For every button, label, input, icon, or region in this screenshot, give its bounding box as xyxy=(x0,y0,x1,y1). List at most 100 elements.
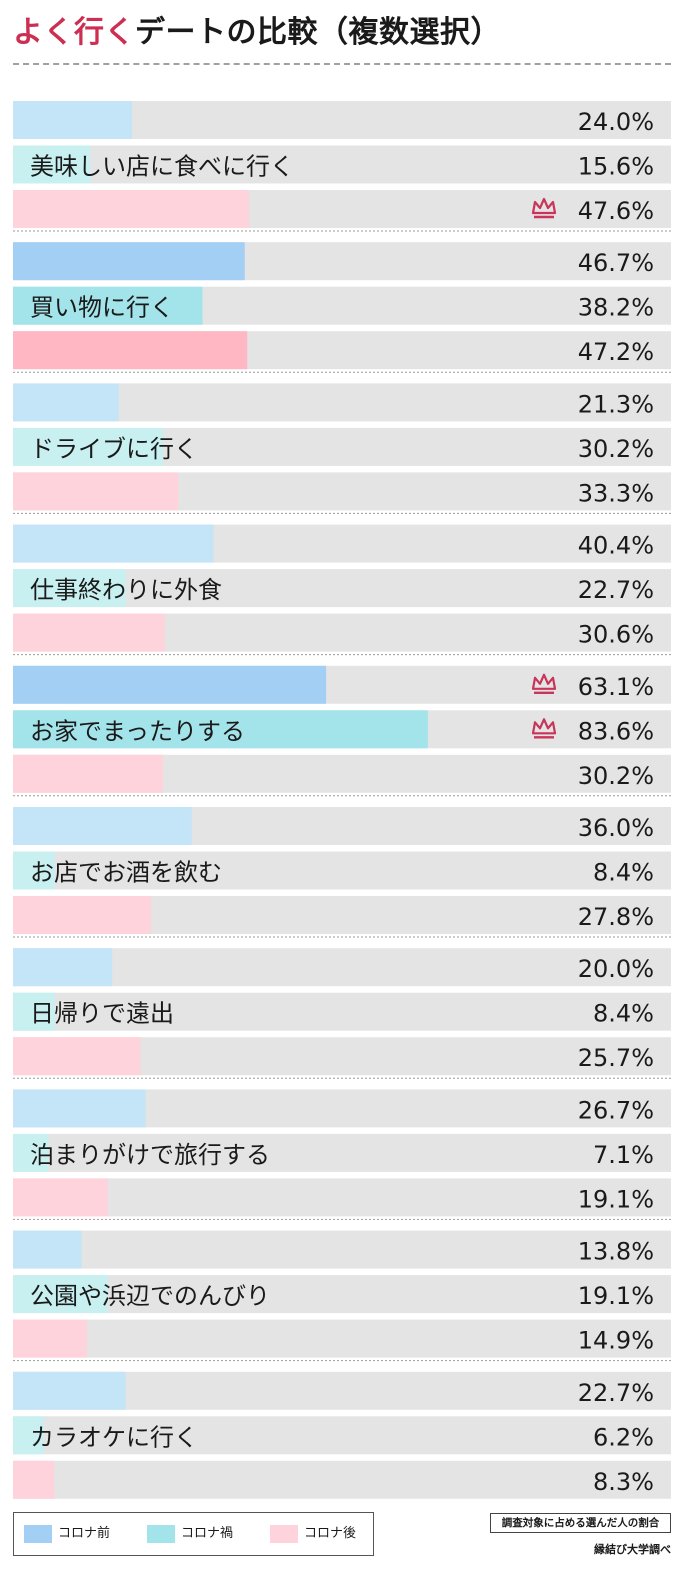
value-label: 33.3% xyxy=(578,479,654,507)
bar-before-5 xyxy=(13,665,327,704)
value-label: 22.7% xyxy=(578,1379,654,1407)
bar-before-9 xyxy=(13,1230,82,1269)
bar-after-9 xyxy=(13,1319,87,1358)
category-label: ドライブに行く xyxy=(30,435,198,463)
bar-track xyxy=(13,1178,671,1217)
legend-label-after: コロナ後 xyxy=(304,1526,357,1541)
crown-icon xyxy=(531,673,557,694)
category-label: お店でお酒を飲む xyxy=(30,859,222,887)
value-label: 30.2% xyxy=(578,762,654,790)
category-label: 美味しい店に食べに行く xyxy=(30,153,294,181)
legend-label-before: コロナ前 xyxy=(58,1526,111,1541)
bar-during-4 xyxy=(13,569,126,608)
bar-before-2 xyxy=(13,242,245,281)
source-credit: 縁結び大学調べ xyxy=(594,1543,671,1556)
bar-after-1 xyxy=(13,190,250,228)
category-label: 日帰りで遠出 xyxy=(30,1000,174,1028)
bar-track xyxy=(13,948,671,987)
value-label: 21.3% xyxy=(578,390,654,418)
legend-item-before: コロナ前 xyxy=(24,1525,110,1543)
bar-during-5 xyxy=(13,710,428,749)
crown-icon xyxy=(531,718,557,739)
bar-during-6 xyxy=(13,851,55,890)
value-label: 13.8% xyxy=(578,1238,654,1266)
legend-item-after: コロナ後 xyxy=(270,1525,356,1543)
value-label: 47.2% xyxy=(578,338,654,366)
value-label: 24.0% xyxy=(578,108,654,136)
bar-before-8 xyxy=(13,1089,146,1128)
category-label: お家でまったりする xyxy=(30,717,245,745)
bar-before-4 xyxy=(13,524,214,563)
bar-before-6 xyxy=(13,807,192,845)
value-label: 6.2% xyxy=(593,1423,654,1451)
bar-during-9 xyxy=(13,1275,108,1314)
chart-title: よく行くデートの比較（複数選択） xyxy=(13,8,501,58)
value-label: 63.1% xyxy=(578,673,654,701)
value-label: 8.4% xyxy=(593,859,654,887)
bar-track xyxy=(13,1319,671,1358)
value-label: 38.2% xyxy=(578,294,654,322)
category-label: 泊まりがけで旅行する xyxy=(30,1141,270,1169)
bar-during-1 xyxy=(13,145,91,184)
survey-note: 調査対象に占める選んだ人の割合 xyxy=(490,1513,671,1533)
bar-after-5 xyxy=(13,754,163,793)
bar-track xyxy=(13,851,671,890)
bar-during-7 xyxy=(13,992,55,1031)
category-label: 公園や浜辺でのんびり xyxy=(30,1282,270,1310)
bar-after-3 xyxy=(13,472,179,511)
value-label: 7.1% xyxy=(593,1141,654,1169)
bar-track xyxy=(13,992,671,1031)
value-label: 26.7% xyxy=(578,1096,654,1124)
value-label: 20.0% xyxy=(578,955,654,983)
legend-swatch-after xyxy=(270,1525,298,1543)
value-label: 15.6% xyxy=(578,153,654,181)
legend-item-during: コロナ禍 xyxy=(147,1525,233,1543)
value-label: 36.0% xyxy=(578,814,654,842)
bar-track xyxy=(13,1230,671,1269)
bar-track xyxy=(13,145,671,184)
crown-icon xyxy=(531,197,557,219)
value-label: 8.3% xyxy=(593,1468,654,1496)
bar-track xyxy=(13,1275,671,1314)
value-label: 22.7% xyxy=(578,576,654,604)
bar-before-1 xyxy=(13,101,133,139)
bar-after-10 xyxy=(13,1460,55,1499)
value-label: 8.4% xyxy=(593,1000,654,1028)
legend-label-during: コロナ禍 xyxy=(181,1526,234,1541)
legend-swatch-before xyxy=(24,1525,52,1543)
category-label: 仕事終わりに外食 xyxy=(30,576,222,604)
bar-before-7 xyxy=(13,948,113,987)
value-label: 14.9% xyxy=(578,1327,654,1355)
bar-track xyxy=(13,383,671,422)
bar-before-3 xyxy=(13,383,119,422)
bar-track xyxy=(13,1133,671,1172)
bar-during-8 xyxy=(13,1133,49,1172)
value-label: 40.4% xyxy=(578,532,654,560)
bar-after-2 xyxy=(13,331,248,370)
value-label: 46.7% xyxy=(578,249,654,277)
bar-after-6 xyxy=(13,896,151,934)
bar-after-4 xyxy=(13,613,165,652)
bar-during-3 xyxy=(13,427,163,466)
value-label: 47.6% xyxy=(578,197,654,225)
title-divider xyxy=(13,63,671,65)
bar-during-10 xyxy=(13,1416,44,1455)
legend-swatch-during xyxy=(147,1525,175,1543)
legend: コロナ前 コロナ禍 コロナ後 xyxy=(13,1512,374,1556)
value-label: 25.7% xyxy=(578,1044,654,1072)
chart-title-accent: よく行く xyxy=(13,15,135,50)
value-label: 19.1% xyxy=(578,1185,654,1213)
chart-title-rest: デートの比較（複数選択） xyxy=(135,15,501,50)
value-label: 19.1% xyxy=(578,1282,654,1310)
bar-after-7 xyxy=(13,1037,141,1076)
bar-track xyxy=(13,1460,671,1499)
category-label: 買い物に行く xyxy=(30,294,174,322)
category-label: カラオケに行く xyxy=(30,1423,198,1451)
bar-track xyxy=(13,1416,671,1455)
bar-before-10 xyxy=(13,1371,126,1410)
value-label: 27.8% xyxy=(578,903,654,931)
value-label: 30.6% xyxy=(578,621,654,649)
value-label: 30.2% xyxy=(578,435,654,463)
bar-after-8 xyxy=(13,1178,108,1217)
